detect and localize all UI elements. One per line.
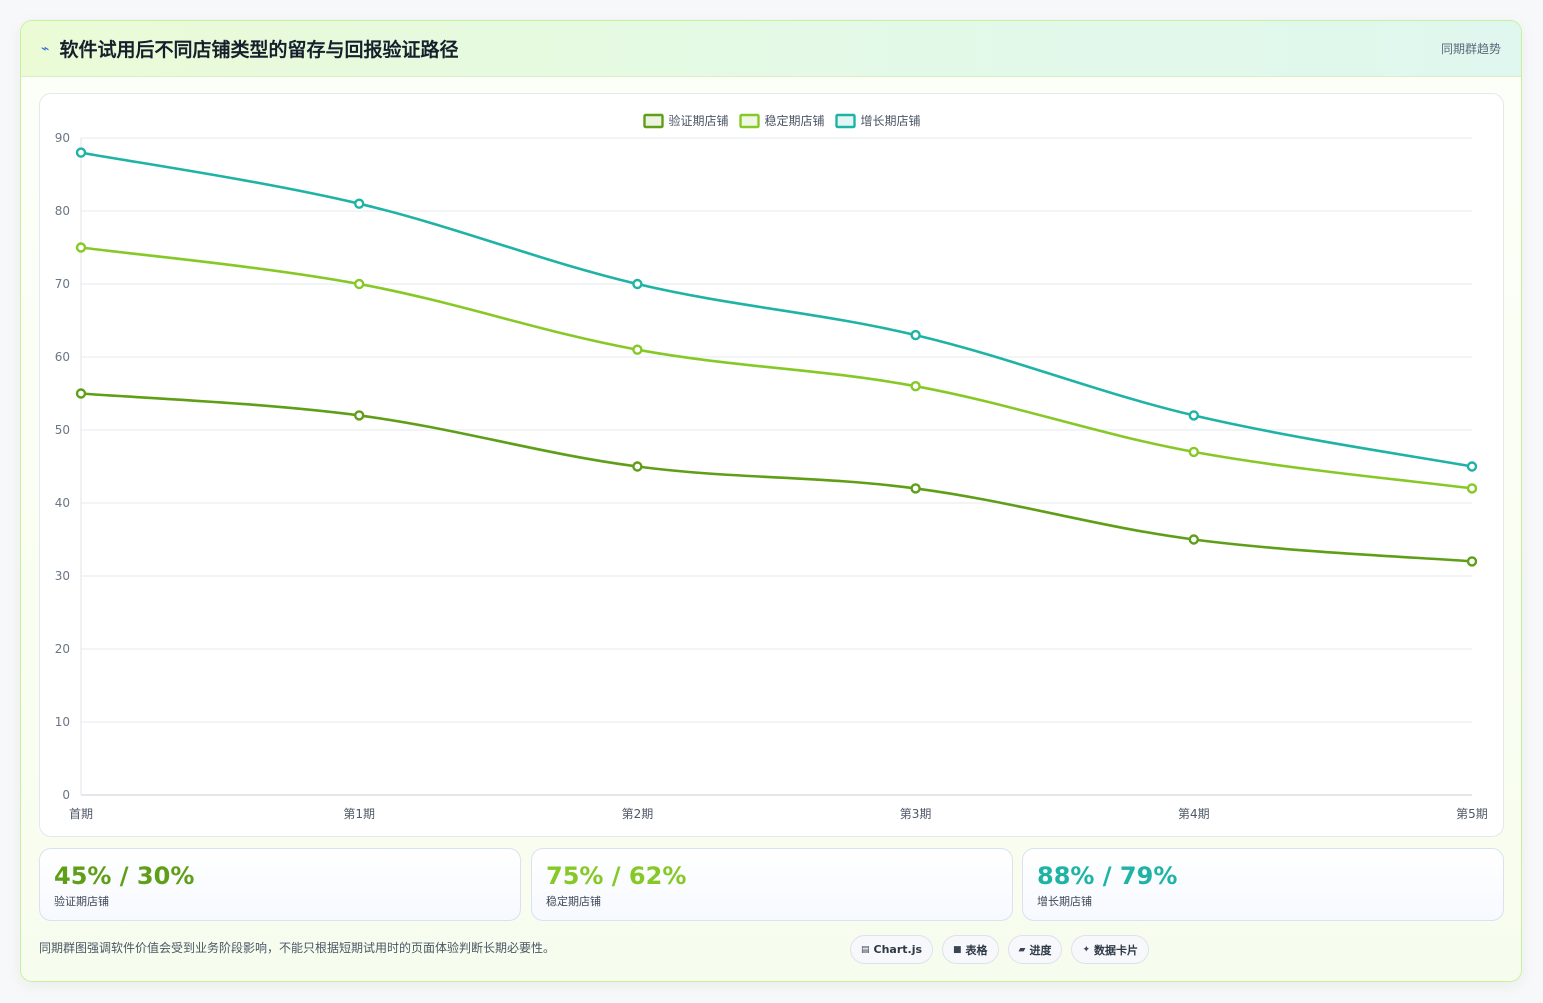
x-tick-label: 第1期: [343, 807, 375, 821]
data-point: [354, 410, 365, 421]
data-point: [632, 344, 643, 355]
y-tick-label: 90: [55, 131, 70, 145]
stat-card-validation: 45% / 30% 验证期店铺: [39, 848, 521, 921]
stat-card-stable: 75% / 62% 稳定期店铺: [531, 848, 1013, 921]
legend-label: 稳定期店铺: [765, 113, 825, 128]
stat-card-growth: 88% / 79% 增长期店铺: [1022, 848, 1504, 921]
chart-card: 0 10 20 30 40 50 60 70 80 90 首期 第1期 第2期 第3期 第4期 第5期 验证期店…: [39, 93, 1504, 837]
data-point: [1188, 410, 1200, 421]
panel-header: ⌁ 软件试用后不同店铺类型的留存与回报验证路径 同期群趋势: [21, 21, 1521, 77]
tool-table-button[interactable]: ■ 表格: [942, 935, 999, 964]
legend-label: 增长期店铺: [861, 114, 921, 128]
sparkle-icon: ✦: [1082, 944, 1091, 955]
series-line: [80, 151, 1473, 468]
chart-icon: ▤: [861, 944, 870, 955]
x-tick-label: 第2期: [622, 807, 654, 821]
stat-value: 75% / 62%: [546, 862, 687, 890]
x-tick-label: 第5期: [1456, 807, 1488, 821]
tool-progress-button[interactable]: ▰ 进度: [1007, 935, 1063, 964]
stat-value: 88% / 79%: [1037, 862, 1178, 890]
table-icon: ■: [953, 944, 962, 955]
series-line: [80, 246, 1473, 490]
x-tick-label: 第3期: [900, 807, 932, 821]
panel-body: 0 10 20 30 40 50 60 70 80 90 首期 第1期 第2期 第3期 第4期 第5期 验证期店…: [21, 77, 1521, 981]
data-point: [354, 278, 365, 290]
legend-swatch: [835, 113, 856, 129]
tool-datacard-button[interactable]: ✦ 数据卡片: [1071, 935, 1150, 964]
line-chart: 0 10 20 30 40 50 60 70 80 90 首期 第1期 第2期 第3期 第4期 第5期 验证期店…: [55, 113, 1488, 821]
legend-swatch: [739, 113, 760, 129]
tool-row: ▤ Chart.js ■ 表格 ▰ 进度 ✦ 数据卡片: [850, 935, 1150, 964]
y-tick-label: 50: [55, 423, 70, 437]
x-tick-label: 首期: [69, 807, 93, 821]
y-tick-label: 60: [55, 350, 70, 364]
stat-label: 验证期店铺: [54, 895, 109, 908]
data-point: [75, 147, 87, 158]
legend-label: 验证期店铺: [669, 113, 729, 128]
chart-panel: ⌁ 软件试用后不同店铺类型的留存与回报验证路径 同期群趋势 0 10 20 30 40 5…: [20, 20, 1522, 982]
tool-label: Chart.js: [873, 943, 923, 956]
tool-label: 数据卡片: [1094, 943, 1139, 957]
legend-swatch: [643, 113, 664, 129]
title-group: ⌁ 软件试用后不同店铺类型的留存与回报验证路径: [41, 35, 458, 62]
tool-label: 表格: [965, 943, 988, 957]
y-tick-label: 40: [55, 496, 70, 510]
data-point: [1188, 446, 1200, 458]
y-tick-label: 80: [55, 204, 70, 218]
data-point: [1466, 556, 1478, 567]
data-point: [632, 461, 643, 472]
data-point: [910, 381, 921, 392]
stat-label: 稳定期店铺: [546, 895, 601, 908]
stat-label: 增长期店铺: [1037, 895, 1092, 908]
stat-value: 45% / 30%: [54, 862, 195, 890]
y-tick-label: 0: [62, 788, 70, 802]
y-tick-label: 70: [55, 277, 70, 291]
data-point: [75, 388, 87, 399]
data-point: [910, 329, 921, 341]
y-tick-label: 30: [55, 569, 70, 583]
data-point: [632, 278, 643, 290]
progress-icon: ▰: [1018, 944, 1026, 955]
data-point: [354, 198, 365, 209]
data-point: [1466, 461, 1478, 472]
series-line: [80, 392, 1473, 563]
x-tick-label: 第4期: [1178, 807, 1210, 821]
data-point: [1188, 534, 1200, 545]
panel-title: 软件试用后不同店铺类型的留存与回报验证路径: [59, 39, 459, 61]
data-point: [1466, 483, 1478, 494]
footnote: 同期群图强调软件价值会受到业务阶段影响，不能只根据短期试用时的页面体验判断长期必…: [39, 941, 556, 955]
y-tick-label: 10: [55, 715, 70, 729]
panel-tag: 同期群趋势: [1440, 42, 1501, 56]
data-point: [910, 483, 921, 494]
tool-label: 进度: [1029, 943, 1052, 957]
data-point: [75, 242, 87, 253]
y-tick-label: 20: [55, 642, 70, 656]
tool-chartjs-button[interactable]: ▤ Chart.js: [850, 935, 934, 964]
lightning-icon: ⌁: [41, 40, 50, 57]
